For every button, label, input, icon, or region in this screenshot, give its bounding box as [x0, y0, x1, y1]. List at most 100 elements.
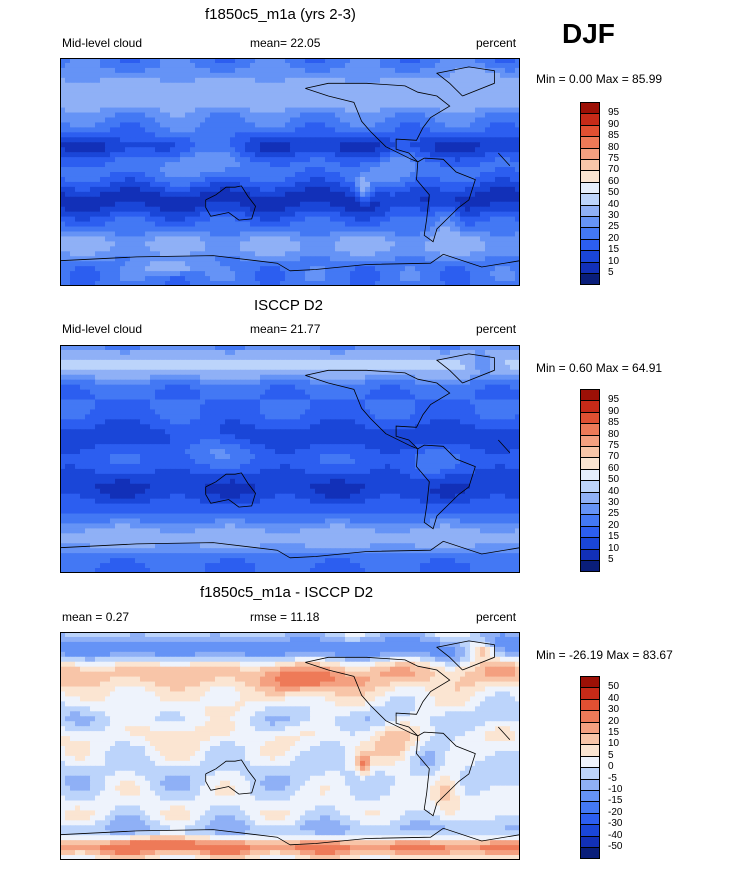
heatmap-cell	[100, 206, 106, 213]
heatmap-cell	[345, 186, 351, 193]
heatmap-cell	[330, 67, 336, 74]
heatmap-cell	[375, 359, 381, 366]
heatmap-cell	[70, 157, 76, 163]
heatmap-cell	[340, 241, 346, 247]
heatmap-cell	[165, 359, 171, 366]
heatmap-cell	[135, 157, 141, 163]
heatmap-cell	[205, 369, 211, 376]
heatmap-cell	[250, 201, 256, 208]
heatmap-cell	[435, 142, 441, 148]
heatmap-cell	[370, 374, 376, 381]
heatmap-cell	[510, 276, 516, 282]
heatmap-cell	[515, 181, 520, 188]
heatmap-cell	[405, 236, 411, 242]
heatmap-cell	[155, 369, 161, 376]
heatmap-cell	[160, 206, 166, 213]
heatmap-cell	[360, 191, 366, 198]
heatmap-cell	[335, 364, 341, 371]
heatmap-cell	[270, 176, 276, 183]
heatmap-cell	[75, 172, 81, 178]
heatmap-cell	[485, 147, 491, 153]
heatmap-cell	[365, 127, 371, 133]
heatmap-cell	[420, 231, 426, 238]
heatmap-cell	[295, 271, 301, 277]
heatmap-cell	[515, 201, 520, 208]
heatmap-cell	[200, 246, 206, 252]
heatmap-cell	[130, 221, 136, 228]
heatmap-cell	[445, 62, 451, 69]
heatmap-cell	[355, 276, 361, 282]
heatmap-cell	[310, 62, 316, 69]
heatmap-cell	[360, 172, 366, 178]
heatmap-cell	[385, 181, 391, 188]
heatmap-cell	[85, 281, 91, 286]
heatmap-cell	[250, 72, 256, 79]
heatmap-cell	[460, 186, 466, 193]
heatmap-cell	[400, 117, 406, 124]
heatmap-cell	[250, 97, 256, 104]
heatmap-cell	[415, 349, 421, 356]
heatmap-cell	[215, 271, 221, 277]
heatmap-cell	[230, 72, 236, 79]
heatmap-cell	[325, 162, 331, 168]
heatmap-cell	[235, 374, 241, 381]
heatmap-cell	[470, 226, 476, 233]
heatmap-cell	[180, 271, 186, 277]
heatmap-cell	[330, 369, 336, 376]
heatmap-cell	[90, 102, 96, 109]
heatmap-cell	[430, 196, 436, 203]
heatmap-cell	[340, 147, 346, 153]
heatmap-cell	[200, 266, 206, 272]
heatmap-cell	[115, 271, 121, 277]
heatmap-cell	[160, 82, 166, 89]
heatmap-cell	[375, 374, 381, 381]
heatmap-cell	[70, 281, 76, 286]
heatmap-cell	[480, 147, 486, 153]
heatmap-cell	[490, 216, 496, 223]
heatmap-cell	[280, 256, 286, 262]
heatmap-cell	[125, 72, 131, 79]
heatmap-cell	[180, 58, 186, 64]
heatmap-cell	[105, 167, 111, 173]
heatmap-cell	[160, 137, 166, 143]
heatmap-cell	[410, 67, 416, 74]
heatmap-cell	[410, 72, 416, 79]
heatmap-cell	[175, 67, 181, 74]
map-frame	[60, 58, 520, 286]
heatmap-cell	[330, 152, 336, 158]
heatmap-cell	[495, 231, 501, 238]
heatmap-cell	[320, 246, 326, 252]
heatmap-cell	[255, 102, 261, 109]
heatmap-cell	[175, 72, 181, 79]
heatmap-cell	[400, 127, 406, 133]
heatmap-cell	[375, 67, 381, 74]
heatmap-cell	[470, 117, 476, 124]
heatmap-cell	[215, 122, 221, 128]
heatmap-cell	[105, 102, 111, 109]
heatmap-cell	[130, 82, 136, 89]
heatmap-cell	[165, 107, 171, 114]
heatmap-cell	[105, 216, 111, 223]
heatmap-cell	[310, 246, 316, 252]
heatmap-cell	[105, 72, 111, 79]
heatmap-cell	[500, 364, 506, 371]
heatmap-cell	[505, 241, 511, 247]
heatmap-cell	[80, 216, 86, 223]
heatmap-cell	[485, 359, 491, 366]
heatmap-cell	[225, 266, 231, 272]
heatmap-cell	[465, 191, 471, 198]
heatmap-cell	[60, 172, 66, 178]
heatmap-cell	[320, 67, 326, 74]
heatmap-cell	[250, 221, 256, 228]
heatmap-cell	[95, 231, 101, 238]
heatmap-cell	[125, 132, 131, 138]
heatmap-cell	[75, 211, 81, 218]
heatmap-cell	[415, 236, 421, 242]
heatmap-cell	[110, 142, 116, 148]
heatmap-cell	[275, 256, 281, 262]
heatmap-cell	[470, 82, 476, 89]
heatmap-cell	[490, 122, 496, 128]
heatmap-cell	[170, 127, 176, 133]
heatmap-cell	[405, 271, 411, 277]
heatmap-cell	[155, 359, 161, 366]
